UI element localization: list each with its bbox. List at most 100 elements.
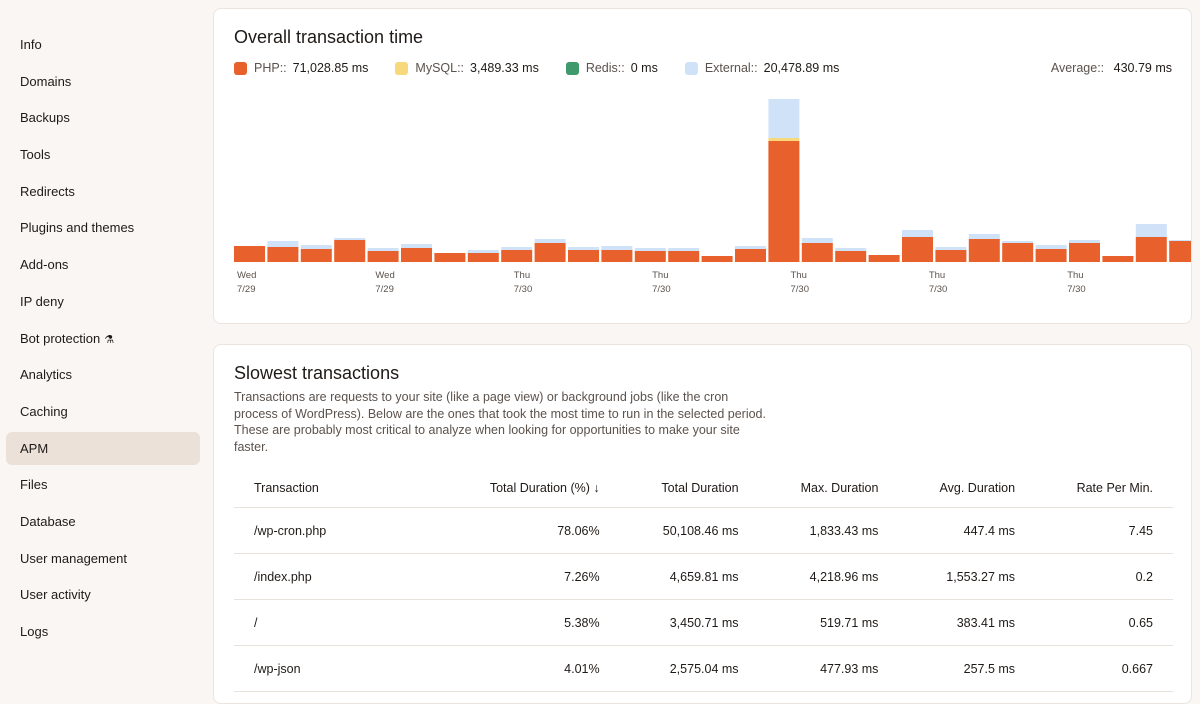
table-header-row: Transaction Total Duration (%) ↓ Total D… [234,469,1173,508]
bar-php[interactable] [234,246,265,262]
bar-mysql[interactable] [768,138,800,141]
x-tick-date: 7/30 [514,284,533,295]
cell-rate-per-min: 7.45 [1035,507,1173,554]
column-header-max-duration[interactable]: Max. Duration [758,469,899,508]
legend-item-mysql[interactable]: MySQL:: 3,489.33 ms [395,61,539,75]
sidebar-item-tools[interactable]: Tools [6,138,200,171]
mysql-swatch [395,61,409,75]
bar-external[interactable] [1069,240,1100,243]
legend-value: 20,478.89 ms [763,61,840,75]
table-row[interactable]: / 5.38% 3,450.71 ms 519.71 ms 383.41 ms … [234,599,1173,646]
bar-external[interactable] [768,99,800,138]
sidebar-item-label: Info [20,37,42,52]
bar-php[interactable] [668,251,700,262]
bar-external[interactable] [568,247,599,250]
bar-external[interactable] [501,247,533,250]
sidebar-item-caching[interactable]: Caching [6,395,200,428]
bar-php[interactable] [868,255,900,262]
bar-external[interactable] [300,245,332,249]
legend-item-external[interactable]: External:: 20,478.89 ms [684,61,840,75]
sidebar-item-logs[interactable]: Logs [6,615,200,648]
bar-php[interactable] [534,243,566,262]
bar-php[interactable] [1135,237,1167,262]
x-tick-day: Thu [652,270,668,281]
card-title: Slowest transactions [234,363,400,383]
bar-php[interactable] [634,251,666,262]
bar-php[interactable] [501,250,533,262]
legend-item-php[interactable]: PHP:: 71,028.85 ms [234,61,368,75]
bar-external[interactable] [668,248,700,251]
bar-php[interactable] [401,248,432,262]
bar-external[interactable] [534,239,566,243]
overall-transaction-card: Overall transaction time PHP:: 71,028.85… [213,8,1192,324]
sidebar-item-domains[interactable]: Domains [6,65,200,98]
bar-php[interactable] [968,239,1000,262]
bar-external[interactable] [1035,245,1067,249]
bar-php[interactable] [902,237,933,262]
bar-php[interactable] [267,247,299,262]
column-header-avg-duration[interactable]: Avg. Duration [898,469,1036,508]
bar-php[interactable] [1002,243,1034,262]
bar-php[interactable] [1069,243,1100,262]
bar-php[interactable] [467,253,499,262]
table-row[interactable]: /wp-cron.php 78.06% 50,108.46 ms 1,833.4… [234,507,1173,554]
cell-max-duration: 477.93 ms [758,645,899,692]
bar-php[interactable] [801,243,833,262]
bar-external[interactable] [968,234,1000,239]
x-tick-day: Thu [929,270,945,281]
sidebar-item-bot-protection[interactable]: Bot protection ⚗ [6,322,200,355]
column-header-total-duration-pct[interactable]: Total Duration (%) ↓ [434,469,620,508]
bar-external[interactable] [467,250,499,253]
sidebar-item-info[interactable]: Info [6,28,200,61]
sidebar-item-ip-deny[interactable]: IP deny [6,285,200,318]
bar-php[interactable] [835,251,867,262]
column-header-total-duration[interactable]: Total Duration [619,469,759,508]
sidebar-item-apm[interactable]: APM [6,431,200,465]
sidebar-item-redirects[interactable]: Redirects [6,175,200,208]
redis-swatch [565,61,579,75]
card-description: Transactions are requests to your site (… [234,390,766,454]
bar-external[interactable] [401,244,432,248]
sidebar-item-database[interactable]: Database [6,505,200,538]
bar-external[interactable] [267,241,299,247]
bar-php[interactable] [768,141,800,262]
bar-external[interactable] [902,230,933,237]
bar-php[interactable] [601,250,633,262]
bar-external[interactable] [334,238,366,240]
bar-external[interactable] [735,246,766,249]
bar-external[interactable] [601,246,633,250]
bar-php[interactable] [434,253,466,262]
column-header-transaction[interactable]: Transaction [234,469,434,508]
bar-external[interactable] [801,238,833,243]
bar-php[interactable] [300,249,332,262]
legend-item-redis[interactable]: Redis:: 0 ms [565,61,658,75]
sidebar-item-backups[interactable]: Backups [6,101,200,134]
sidebar-item-analytics[interactable]: Analytics [6,358,200,391]
column-header-rate-per-min[interactable]: Rate Per Min. [1035,469,1173,508]
sidebar-item-user-activity[interactable]: User activity [6,578,200,611]
bar-php[interactable] [935,250,967,262]
bar-external[interactable] [835,248,867,251]
bar-php[interactable] [367,251,399,262]
bar-php[interactable] [1035,249,1067,262]
bar-php[interactable] [334,240,366,262]
bar-php[interactable] [568,250,599,262]
sidebar-item-add-ons[interactable]: Add-ons [6,248,200,281]
bar-php[interactable] [1169,241,1191,262]
bar-php[interactable] [735,249,766,262]
bar-external[interactable] [935,247,967,250]
bar-external[interactable] [1002,241,1034,243]
bar-php[interactable] [701,256,733,262]
cell-total-duration: 50,108.46 ms [619,507,759,554]
sidebar-item-files[interactable]: Files [6,468,200,501]
sidebar-item-user-management[interactable]: User management [6,542,200,575]
table-row[interactable]: /index.php 7.26% 4,659.81 ms 4,218.96 ms… [234,553,1173,600]
table-row[interactable]: /wp-json 4.01% 2,575.04 ms 477.93 ms 257… [234,645,1173,692]
bar-external[interactable] [1135,224,1167,237]
sidebar: Info Domains Backups Tools Redirects Plu… [0,0,206,687]
sidebar-item-plugins-and-themes[interactable]: Plugins and themes [6,211,200,244]
bar-external[interactable] [1169,240,1191,241]
bar-external[interactable] [367,248,399,251]
bar-external[interactable] [634,248,666,251]
bar-php[interactable] [1102,256,1134,262]
